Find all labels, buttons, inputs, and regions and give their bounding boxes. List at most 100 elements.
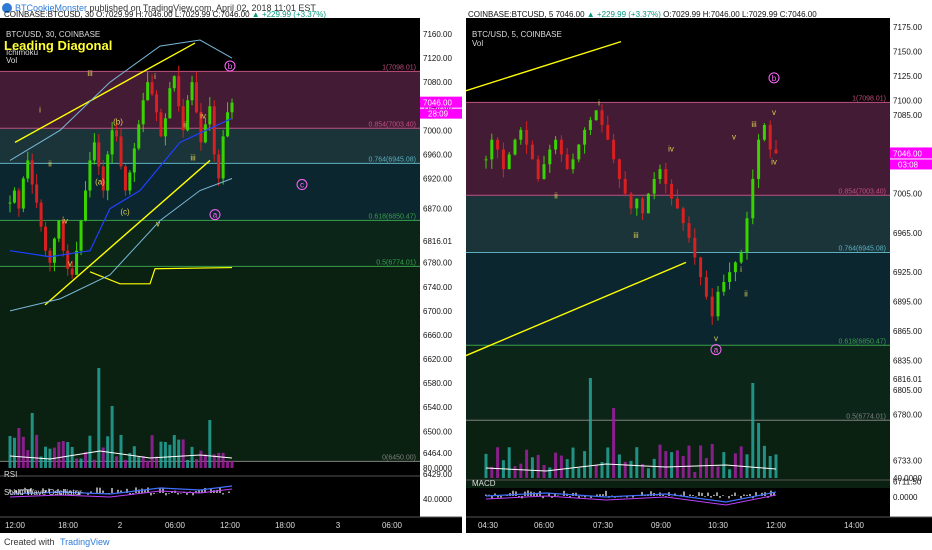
volume-bar	[30, 413, 34, 468]
candle-body	[536, 159, 540, 179]
y-tick-label: 6925.00	[893, 268, 922, 277]
candle-body	[92, 142, 96, 161]
wave-label: a	[714, 346, 719, 355]
candle-body	[132, 148, 136, 173]
wave-label: i	[154, 72, 156, 81]
candle-body	[75, 250, 79, 275]
candle-body	[693, 237, 697, 258]
trendline	[14, 42, 196, 143]
candle-body	[670, 183, 674, 199]
candle-body	[226, 112, 230, 137]
y-tick-label: 7005.00	[893, 190, 922, 199]
author-link[interactable]: BTCookieMonster	[15, 3, 88, 13]
volume-bar	[774, 454, 778, 478]
right-chart-panel[interactable]: 1(7098.01) 0.854(7003.40) 0.764(6945.08) 0.…	[466, 18, 932, 533]
candle-body	[21, 178, 25, 209]
volume-bar	[35, 434, 39, 468]
volume-bar	[496, 447, 500, 478]
volume-bar	[490, 466, 494, 478]
footer-brand-link[interactable]: TradingView	[60, 537, 110, 547]
price-axis-bg	[890, 18, 932, 533]
wave-label-circle	[209, 209, 221, 221]
volume-bar	[110, 406, 114, 468]
left-legend-line-2: Vol	[6, 56, 18, 65]
volume-bar	[739, 446, 743, 478]
left-chart-panel[interactable]: 1(7098.01) 0.854(7003.40) 0.764(6945.08) 0.…	[0, 18, 462, 533]
volume-bar	[745, 454, 749, 478]
x-tick-label: 10:30	[708, 521, 729, 530]
wave-label: iv	[771, 157, 777, 166]
wave-label: iv	[200, 111, 206, 120]
x-tick-label: 12:00	[220, 521, 241, 530]
candle-body	[710, 296, 714, 317]
y-tick-label: 6740.00	[423, 283, 452, 292]
wave-label: i	[39, 105, 41, 114]
left-legend-line-0: BTC/USD, 30, COINBASE	[6, 30, 101, 39]
volume-bar	[115, 456, 119, 468]
volume-bar	[208, 420, 212, 468]
left-chart-svg[interactable]: 1(7098.01) 0.854(7003.40) 0.764(6945.08) 0.…	[0, 18, 462, 533]
volume-bar	[21, 436, 25, 468]
fib-zone	[466, 345, 890, 421]
volume-bar	[728, 469, 732, 478]
fib-label: 0.5(6774.01)	[846, 413, 886, 420]
candle-body	[768, 125, 772, 150]
candle-body	[577, 144, 581, 160]
x-tick-label: 18:00	[275, 521, 296, 530]
y-tick-label: 6865.00	[893, 327, 922, 336]
candle-body	[600, 110, 604, 126]
volume-bar	[150, 435, 154, 468]
y-tick-label: 6500.00	[423, 427, 452, 436]
fib-zone	[0, 163, 420, 221]
volume-bar	[66, 442, 70, 468]
candle-body	[594, 110, 598, 121]
oscillator-tick-label: 40.0000	[423, 495, 452, 504]
candle-body	[150, 82, 154, 95]
volume-bar	[583, 451, 587, 478]
wave-label: v	[156, 220, 160, 229]
y-tick-label: 6780.00	[893, 410, 922, 419]
volume-bar	[757, 423, 761, 478]
countdown-label: 03:08	[898, 160, 919, 169]
candle-body	[137, 124, 141, 149]
candle-body	[186, 100, 190, 131]
candle-body	[128, 172, 132, 191]
volume-bar	[606, 447, 610, 478]
candle-body	[190, 82, 194, 101]
y-tick-label: 6464.00	[423, 449, 452, 458]
candle-body	[559, 139, 563, 155]
candle-body	[704, 277, 708, 297]
footer-created-with: Created with	[4, 537, 55, 547]
y-tick-label: 7080.00	[423, 78, 452, 87]
y-tick-label: 6700.00	[423, 307, 452, 316]
fib-zone	[0, 128, 420, 164]
volume-bar	[221, 452, 225, 468]
last-price-label: 7046.00	[423, 99, 452, 108]
volume-bar	[536, 454, 540, 478]
volume-bar	[513, 466, 517, 478]
y-tick-label: 7120.00	[423, 54, 452, 63]
right-open: 7029.99	[671, 10, 701, 19]
wave-label: i	[598, 98, 600, 107]
volume-bar	[554, 452, 558, 478]
footer: Created with TradingView	[0, 533, 932, 550]
candle-body	[722, 281, 726, 292]
right-chart-svg[interactable]: 1(7098.01) 0.854(7003.40) 0.764(6945.08) 0.…	[466, 18, 932, 533]
right-legend-line-1: Vol	[472, 39, 484, 48]
fib-label: 1(7098.01)	[852, 95, 886, 102]
x-tick-label: 06:00	[165, 521, 186, 530]
left-oscillator-label: Schiff Wave Oscillator	[4, 488, 82, 497]
volume-bar	[26, 450, 30, 468]
x-tick-label: 06:00	[382, 521, 403, 530]
y-tick-label: 6429.00	[423, 470, 452, 479]
oscillator-signal-line	[485, 494, 777, 506]
volume-bar	[687, 445, 691, 478]
right-symbol: COINBASE:BTCUSD, 5	[468, 10, 554, 19]
volume-bar	[658, 444, 662, 478]
candle-body	[101, 166, 105, 191]
trendline	[466, 261, 687, 357]
wave-label: i	[740, 265, 742, 274]
volume-bar	[751, 383, 755, 478]
volume-bar	[119, 434, 123, 468]
volume-bar	[612, 408, 616, 478]
